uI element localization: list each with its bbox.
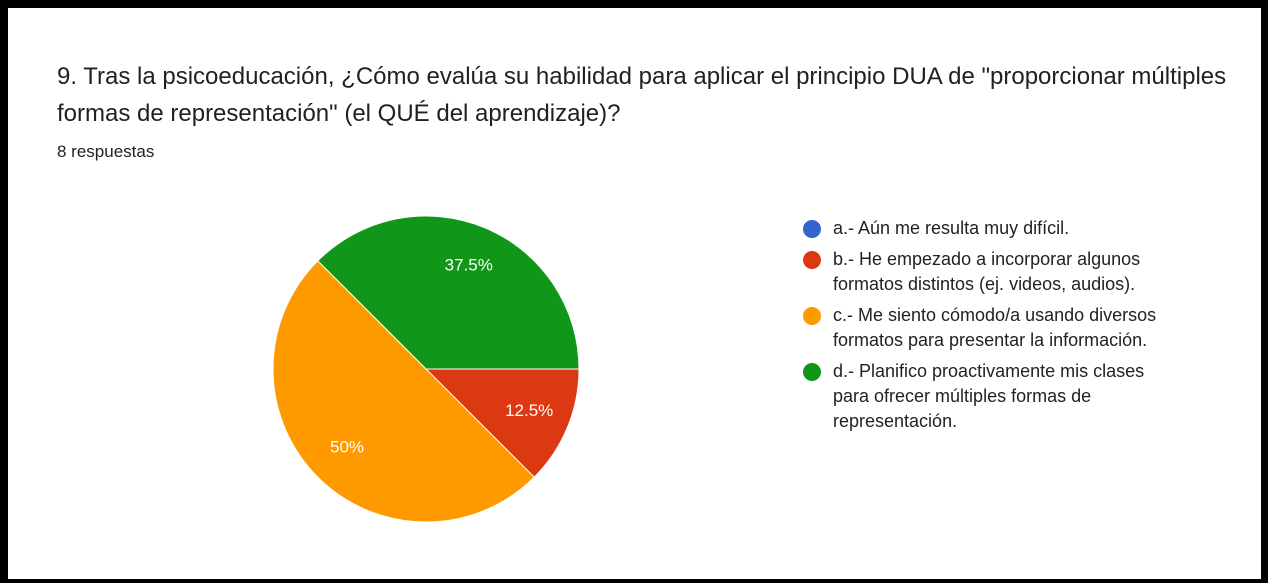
legend-item: a.- Aún me resulta muy difícil.	[803, 216, 1183, 241]
card: 9. Tras la psicoeducación, ¿Cómo evalúa …	[8, 8, 1261, 579]
slice-label: 50%	[330, 437, 364, 456]
response-count: 8 respuestas	[57, 142, 155, 161]
legend: a.- Aún me resulta muy difícil. b.- He em…	[803, 216, 1183, 440]
legend-label: b.- He empezado a incorporar algunos for…	[833, 249, 1141, 294]
legend-label: d.- Planifico proactivamente mis clases …	[833, 361, 1145, 431]
pie-slice	[272, 260, 535, 523]
legend-swatch	[803, 251, 821, 269]
legend-item: d.- Planifico proactivamente mis clases …	[803, 359, 1183, 434]
legend-swatch	[803, 363, 821, 381]
legend-item: c.- Me siento cómodo/a usando diversos f…	[803, 303, 1183, 353]
slice-label: 37.5%	[445, 255, 493, 274]
legend-swatch	[803, 220, 821, 238]
pie-slice	[317, 215, 580, 370]
chart: 12.5% 50% 37.5%	[272, 215, 580, 523]
legend-swatch	[803, 307, 821, 325]
slice-label: 12.5%	[505, 401, 553, 420]
legend-label: c.- Me siento cómodo/a usando diversos f…	[833, 305, 1157, 350]
pie-slice	[424, 368, 580, 478]
question-title: 9. Tras la psicoeducación, ¿Cómo evalúa …	[57, 63, 1227, 127]
legend-item: b.- He empezado a incorporar algunos for…	[803, 247, 1183, 297]
legend-label: a.- Aún me resulta muy difícil.	[833, 218, 1070, 238]
